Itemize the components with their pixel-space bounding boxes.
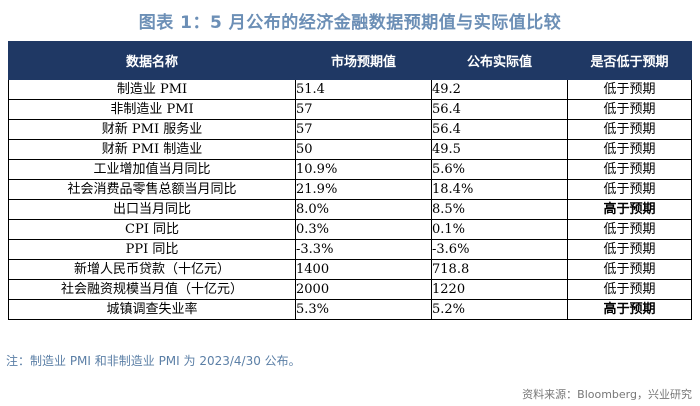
cell-data-name: 社会消费品零售总额当月同比 (8, 179, 296, 200)
table-row: 社会消费品零售总额当月同比 21.9% 18.4% 低于预期 (8, 179, 692, 200)
cell-data-name: CPI 同比 (8, 219, 296, 240)
cell-actual: 56.4 (431, 119, 568, 140)
header-row: 数据名称 市场预期值 公布实际值 是否低于预期 (8, 41, 692, 80)
cell-expected: 10.9% (295, 159, 432, 180)
cell-result: 低于预期 (567, 79, 692, 100)
cell-data-name: 社会融资规模当月值（十亿元） (8, 279, 296, 300)
cell-expected: 21.9% (295, 179, 432, 200)
cell-expected: 51.4 (295, 79, 432, 100)
cell-actual: 49.2 (431, 79, 568, 100)
cell-result: 低于预期 (567, 99, 692, 120)
cell-expected: -3.3% (295, 239, 432, 260)
cell-result: 低于预期 (567, 259, 692, 280)
cell-actual: 49.5 (431, 139, 568, 160)
cell-result: 高于预期 (567, 299, 692, 320)
table-body: 制造业 PMI 51.4 49.2 低于预期 非制造业 PMI 57 56.4 低于预期 财新 … (8, 79, 692, 320)
cell-result: 低于预期 (567, 179, 692, 200)
cell-expected: 8.0% (295, 199, 432, 220)
table-row: 新增人民币贷款（十亿元） 1400 718.8 低于预期 (8, 259, 692, 280)
cell-data-name: PPI 同比 (8, 239, 296, 260)
cell-data-name: 财新 PMI 服务业 (8, 119, 296, 140)
table-row: 非制造业 PMI 57 56.4 低于预期 (8, 99, 692, 120)
cell-actual: 0.1% (431, 219, 568, 240)
cell-actual: 5.6% (431, 159, 568, 180)
cell-result: 低于预期 (567, 219, 692, 240)
table-row: 出口当月同比 8.0% 8.5% 高于预期 (8, 199, 692, 220)
table-row: 城镇调查失业率 5.3% 5.2% 高于预期 (8, 299, 692, 320)
cell-actual: 5.2% (431, 299, 568, 320)
cell-result: 低于预期 (567, 139, 692, 160)
cell-expected: 57 (295, 119, 432, 140)
footnote: 注：制造业 PMI 和非制造业 PMI 为 2023/4/30 公布。 (6, 354, 301, 368)
cell-actual: 1220 (431, 279, 568, 300)
cell-data-name: 非制造业 PMI (8, 99, 296, 120)
cell-data-name: 城镇调查失业率 (8, 299, 296, 320)
cell-expected: 0.3% (295, 219, 432, 240)
table-row: 制造业 PMI 51.4 49.2 低于预期 (8, 79, 692, 100)
cell-data-name: 制造业 PMI (8, 79, 296, 100)
data-table: 数据名称 市场预期值 公布实际值 是否低于预期 制造业 PMI 51.4 49.2 低… (8, 41, 692, 320)
cell-data-name: 财新 PMI 制造业 (8, 139, 296, 160)
cell-data-name: 新增人民币贷款（十亿元） (8, 259, 296, 280)
cell-actual: 8.5% (431, 199, 568, 220)
table-row: 工业增加值当月同比 10.9% 5.6% 低于预期 (8, 159, 692, 180)
cell-result: 低于预期 (567, 119, 692, 140)
cell-data-name: 工业增加值当月同比 (8, 159, 296, 180)
cell-expected: 2000 (295, 279, 432, 300)
table-row: 社会融资规模当月值（十亿元） 2000 1220 低于预期 (8, 279, 692, 300)
header-expected: 市场预期值 (295, 41, 432, 80)
header-below-expected: 是否低于预期 (567, 41, 692, 80)
cell-result: 高于预期 (567, 199, 692, 220)
cell-expected: 57 (295, 99, 432, 120)
table-row: CPI 同比 0.3% 0.1% 低于预期 (8, 219, 692, 240)
cell-result: 低于预期 (567, 159, 692, 180)
cell-actual: -3.6% (431, 239, 568, 260)
header-data-name: 数据名称 (8, 41, 296, 80)
cell-actual: 56.4 (431, 99, 568, 120)
cell-expected: 1400 (295, 259, 432, 280)
header-actual: 公布实际值 (431, 41, 568, 80)
cell-data-name: 出口当月同比 (8, 199, 296, 220)
cell-result: 低于预期 (567, 279, 692, 300)
table-row: PPI 同比 -3.3% -3.6% 低于预期 (8, 239, 692, 260)
table-row: 财新 PMI 制造业 50 49.5 低于预期 (8, 139, 692, 160)
cell-result: 低于预期 (567, 239, 692, 260)
source-line: 资料来源：Bloomberg，兴业研究 (522, 388, 692, 401)
table-row: 财新 PMI 服务业 57 56.4 低于预期 (8, 119, 692, 140)
cell-actual: 718.8 (431, 259, 568, 280)
figure-title: 图表 1：5 月公布的经济金融数据预期值与实际值比较 (138, 13, 562, 33)
cell-actual: 18.4% (431, 179, 568, 200)
cell-expected: 50 (295, 139, 432, 160)
cell-expected: 5.3% (295, 299, 432, 320)
